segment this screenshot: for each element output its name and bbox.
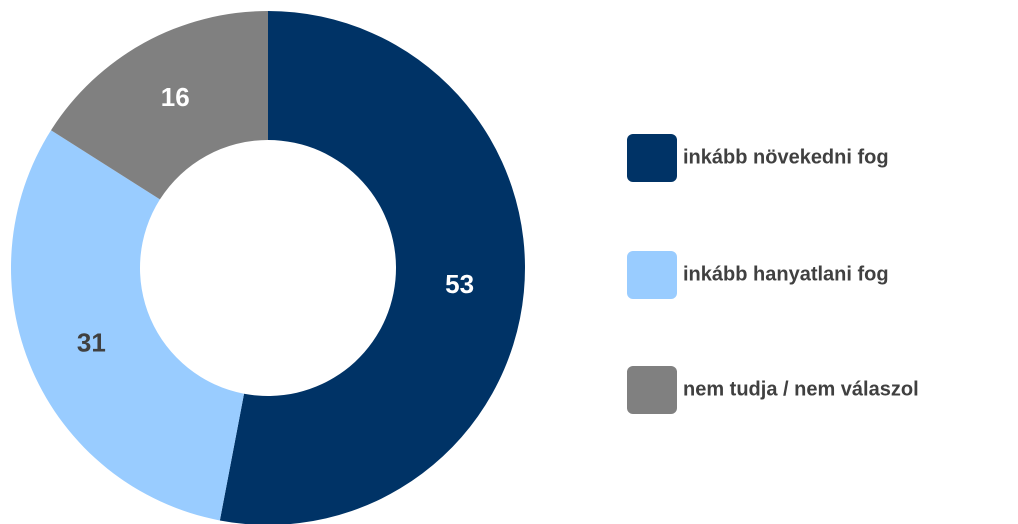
legend-swatch <box>627 366 677 414</box>
legend-label: nem tudja / nem válaszol <box>683 378 919 400</box>
slice-label: 16 <box>161 82 190 112</box>
slice <box>219 11 525 524</box>
slice <box>10 130 245 521</box>
legend-label: inkább hanyatlani fog <box>683 263 889 285</box>
legend-swatch <box>627 134 677 182</box>
legend-swatch <box>627 251 677 299</box>
legend-label: inkább növekedni fog <box>683 146 889 168</box>
slice <box>51 11 269 200</box>
slice-label: 31 <box>77 327 106 357</box>
slice-label: 53 <box>445 269 474 299</box>
